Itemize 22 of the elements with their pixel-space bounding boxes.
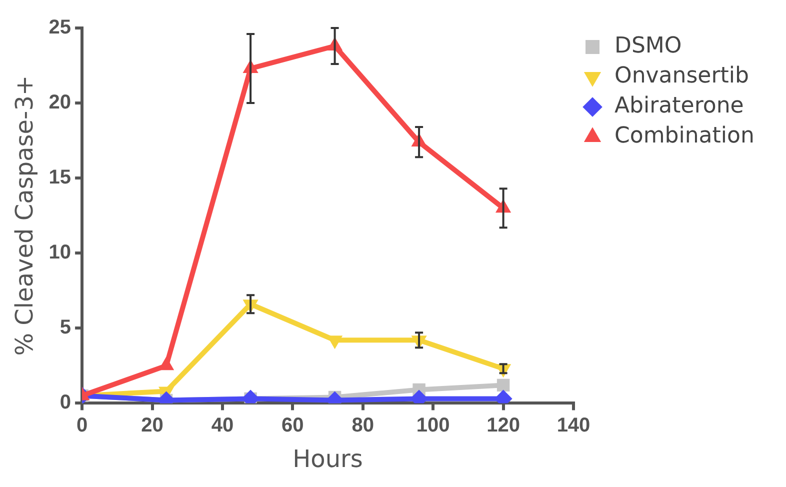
legend-label: Abiraterone: [614, 94, 744, 119]
x-tick-label: 120: [486, 414, 520, 437]
legend-label: DSMO: [614, 34, 682, 59]
legend-label: Combination: [614, 124, 754, 149]
x-axis-title: Hours: [292, 444, 363, 473]
x-tick-label: 80: [352, 414, 374, 437]
x-tick-label: 60: [282, 414, 304, 437]
y-tick-label: 10: [48, 242, 72, 264]
x-tick-label: 100: [416, 414, 450, 437]
point: [496, 378, 510, 392]
x-tick-label: 20: [141, 414, 164, 437]
y-tick-label: 15: [48, 166, 72, 189]
y-tick-label: 25: [48, 16, 72, 39]
y-tick-label: 5: [60, 316, 72, 339]
y-tick-label: 0: [60, 392, 72, 414]
x-tick-label: 40: [211, 414, 234, 437]
x-tick-label: 0: [76, 414, 88, 437]
y-axis-title: % Cleaved Caspase-3+: [10, 75, 39, 356]
y-tick-label: 20: [48, 92, 72, 114]
legend-label: Onvansertib: [614, 64, 749, 89]
x-tick-label: 140: [556, 414, 590, 437]
point: [158, 356, 174, 370]
